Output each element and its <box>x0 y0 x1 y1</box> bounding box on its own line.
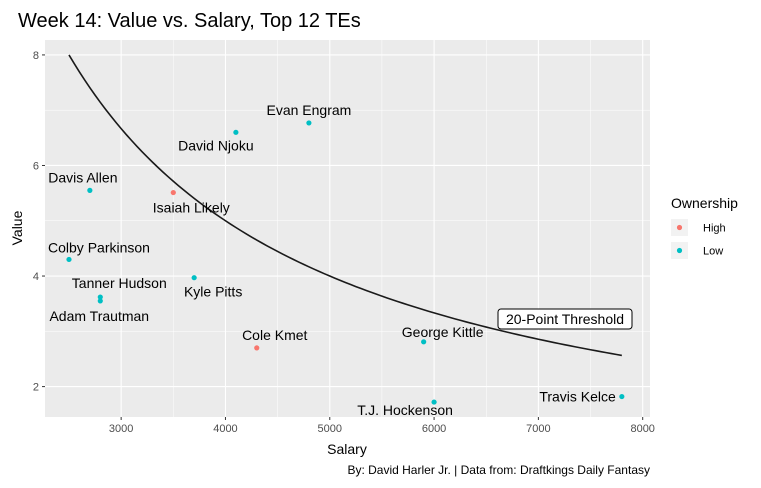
legend-label: High <box>703 223 726 235</box>
legend-title: Ownership <box>671 195 738 211</box>
point-label: Colby Parkinson <box>48 239 150 255</box>
point-label: Tanner Hudson <box>72 275 167 291</box>
x-tick-label: 8000 <box>630 423 654 435</box>
major-gridlines <box>45 40 650 417</box>
y-tick-label: 8 <box>33 50 39 62</box>
point-label: Davis Allen <box>48 169 117 185</box>
x-tick-label: 3000 <box>109 423 133 435</box>
point-label: Evan Engram <box>266 102 351 118</box>
point-labels: Evan Engram David Njoku Davis Allen Isaiah … <box>48 102 616 418</box>
point-label: David Njoku <box>178 137 253 153</box>
plot-panel <box>45 40 650 417</box>
x-axis-title: Salary <box>327 441 367 457</box>
data-point <box>619 393 625 400</box>
y-tick-label: 4 <box>33 271 39 283</box>
y-axis-ticks: 2 4 6 8 <box>33 50 45 394</box>
legend: Ownership High Low <box>671 195 738 259</box>
x-tick-label: 5000 <box>318 423 342 435</box>
threshold-annotation: 20-Point Threshold <box>497 308 633 330</box>
data-points <box>66 120 625 405</box>
point-label: Travis Kelce <box>539 389 616 405</box>
data-point <box>97 294 103 300</box>
threshold-annotation-box <box>497 308 633 330</box>
point-label: Kyle Pitts <box>184 284 242 300</box>
x-axis-ticks: 3000 4000 5000 6000 7000 8000 <box>109 417 655 435</box>
legend-label: Low <box>703 246 723 258</box>
data-point <box>191 275 197 281</box>
y-axis-title: Value <box>9 210 25 245</box>
legend-swatch <box>676 224 683 231</box>
x-tick-label: 6000 <box>422 423 446 435</box>
point-label: George Kittle <box>402 324 484 340</box>
minor-gridlines <box>45 40 650 417</box>
y-tick-label: 2 <box>33 382 39 394</box>
chart-title: Week 14: Value vs. Salary, Top 12 TEs <box>18 10 361 32</box>
data-point <box>87 187 93 193</box>
point-label: Adam Trautman <box>49 308 149 324</box>
data-point <box>170 189 176 196</box>
point-label: T.J. Hockenson <box>357 402 453 418</box>
data-point <box>431 399 437 405</box>
data-point <box>97 298 103 304</box>
point-label: Cole Kmet <box>242 327 307 343</box>
point-label: Isaiah Likely <box>153 200 230 216</box>
data-point <box>254 345 260 351</box>
y-tick-label: 6 <box>33 160 39 172</box>
caption: By: David Harler Jr. | Data from: Draftk… <box>347 463 650 477</box>
data-point <box>233 129 239 135</box>
x-tick-label: 4000 <box>213 423 237 435</box>
data-point <box>421 339 427 345</box>
data-point <box>66 256 72 263</box>
threshold-annotation-text: 20-Point Threshold <box>506 311 624 327</box>
threshold-curve <box>68 54 622 357</box>
legend-items: High Low <box>671 219 726 259</box>
legend-swatch <box>676 247 683 254</box>
x-tick-label: 7000 <box>526 423 550 435</box>
data-point <box>306 120 312 126</box>
